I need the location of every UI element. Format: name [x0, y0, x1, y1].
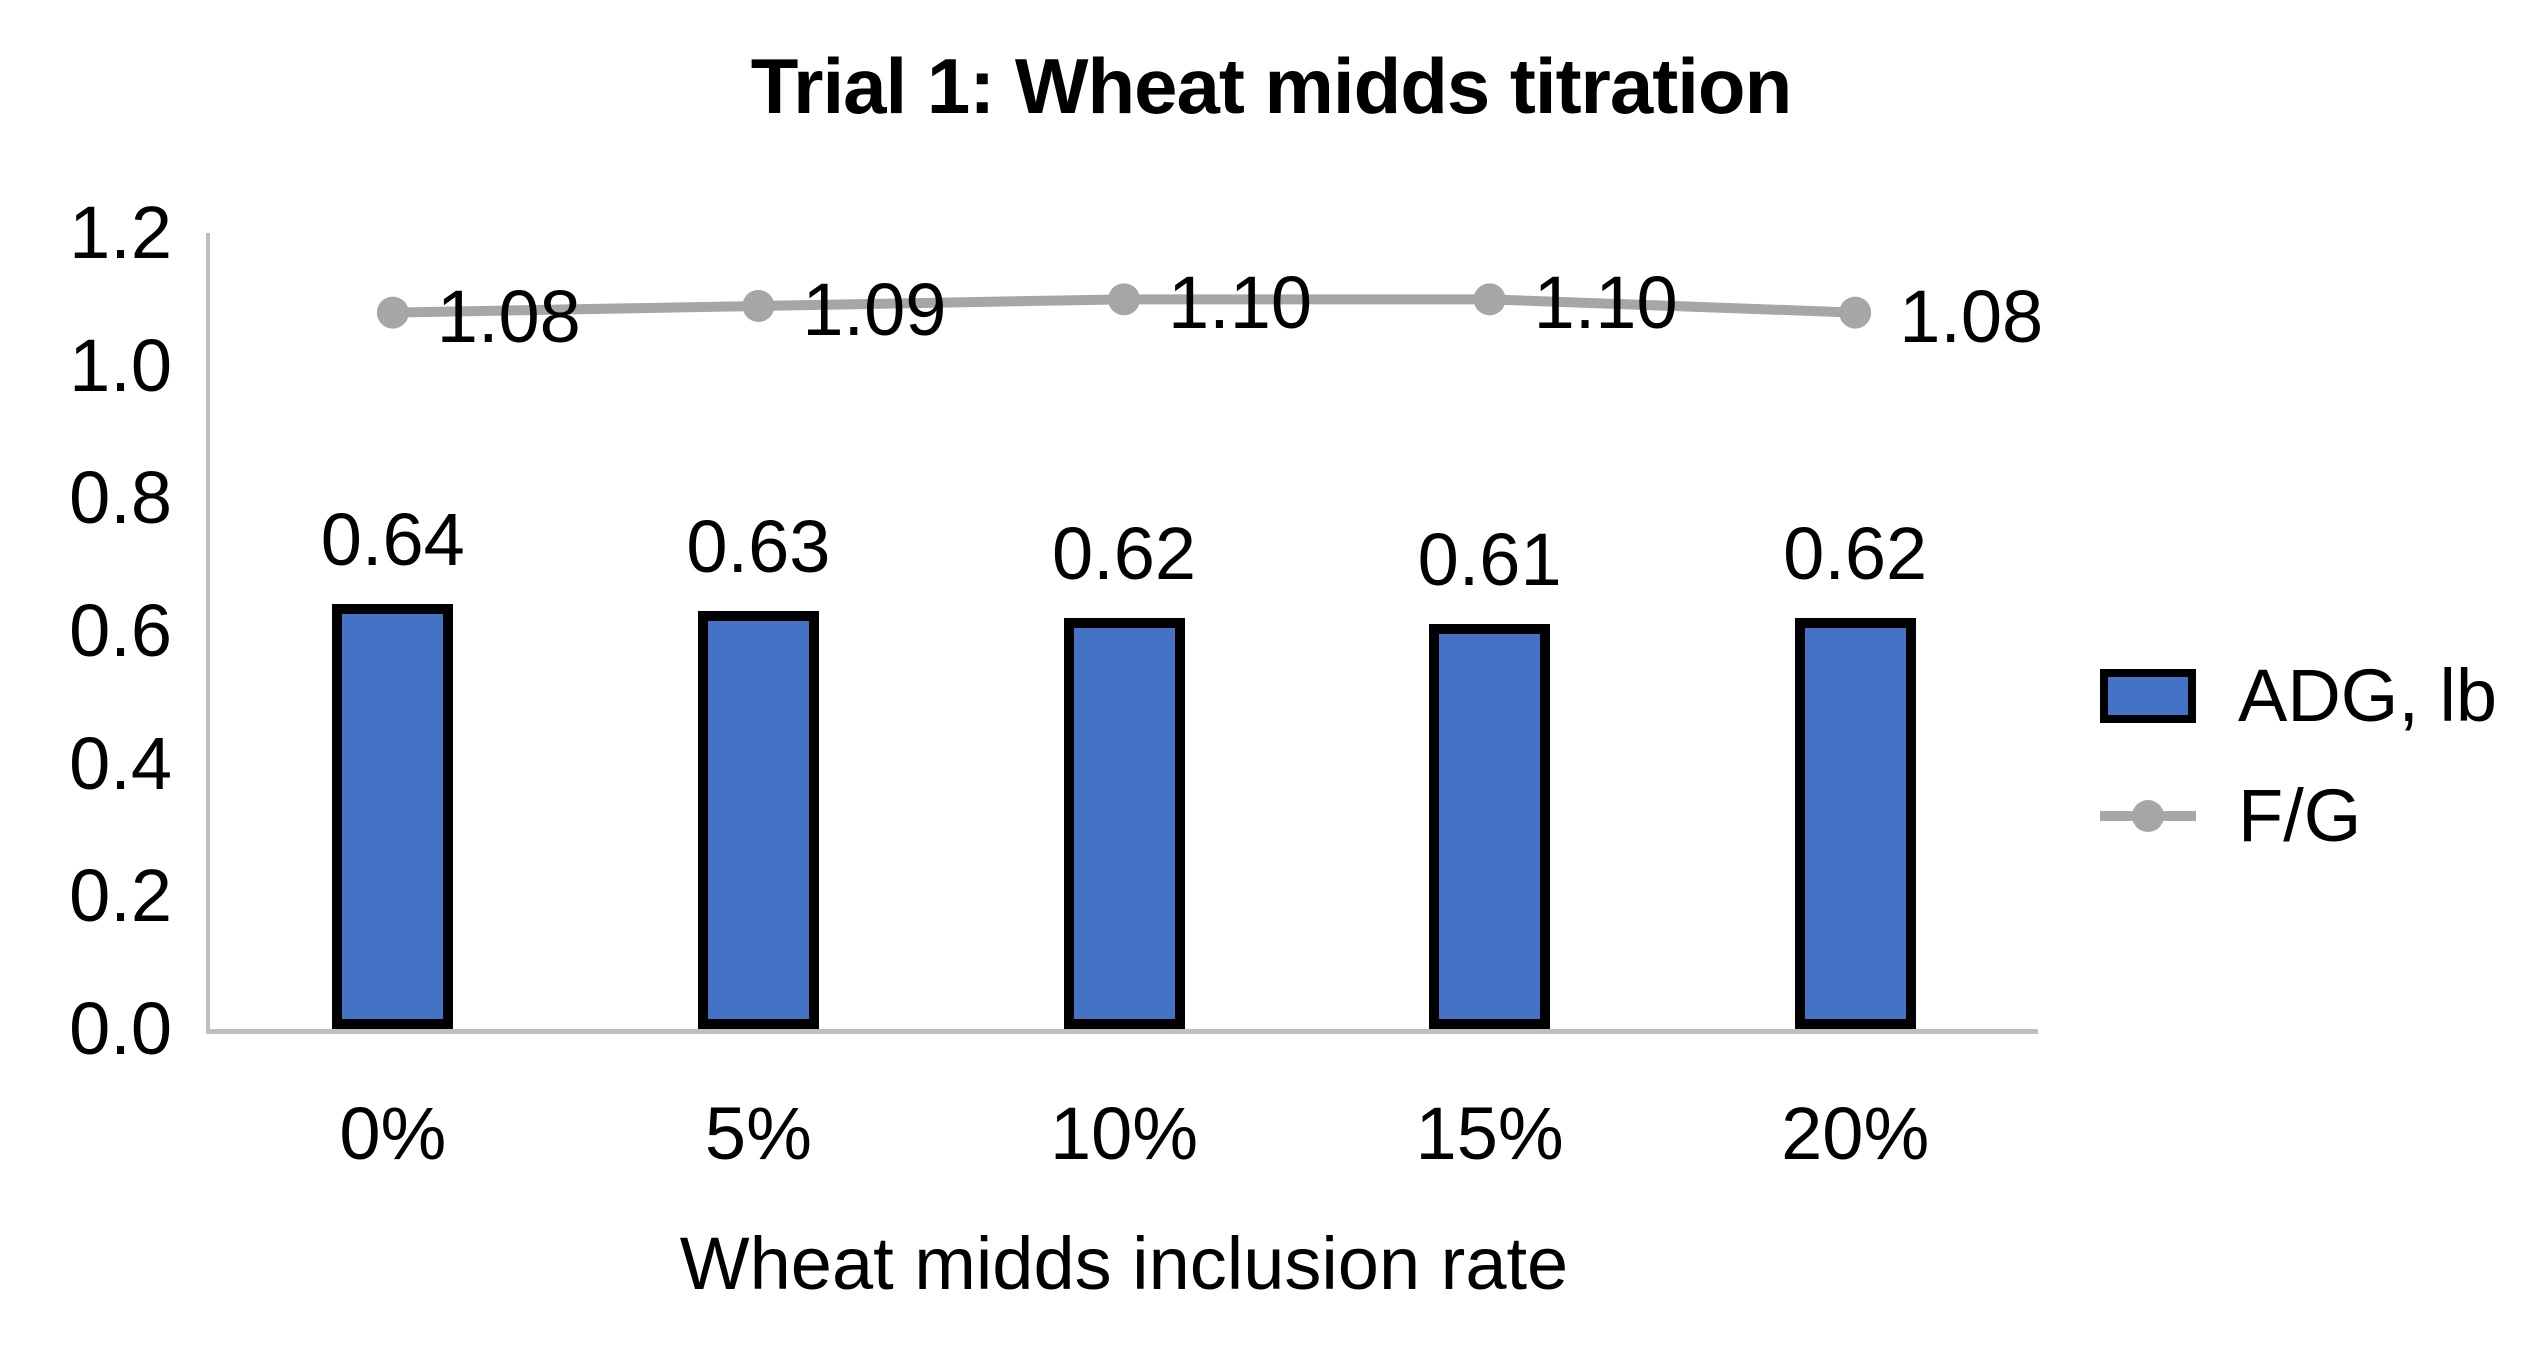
fg-value-label: 1.08 — [1899, 274, 2044, 358]
fg-point-marker — [1108, 283, 1140, 316]
legend-label-adg: ADG, lb — [2238, 654, 2498, 737]
legend-label-fg: F/G — [2238, 774, 2362, 857]
legend-line-swatch — [2100, 800, 2196, 832]
legend-line-marker — [2132, 800, 2164, 832]
legend-bar-swatch — [2100, 669, 2196, 723]
bar-value-label: 0.64 — [320, 498, 465, 582]
bar — [1063, 617, 1185, 1029]
legend: ADG, lb F/G — [2100, 656, 2497, 856]
bar — [1794, 617, 1916, 1029]
fg-value-label: 1.10 — [1168, 261, 1313, 345]
y-axis-tick-label: 0.0 — [69, 987, 172, 1070]
fg-value-label: 1.08 — [436, 274, 581, 358]
bar — [1429, 624, 1551, 1029]
x-axis-tick-label: 15% — [1415, 1092, 1564, 1175]
fg-point-marker — [376, 296, 409, 329]
bar-value-label: 0.63 — [686, 505, 831, 589]
x-axis-tick-label: 5% — [704, 1092, 812, 1175]
legend-item-fg: F/G — [2100, 776, 2497, 856]
fg-point-marker — [1839, 296, 1872, 329]
x-axis-tick-label: 0% — [339, 1092, 447, 1175]
bar — [697, 611, 819, 1029]
y-axis-tick-label: 0.4 — [69, 721, 172, 805]
y-axis-tick-label: 1.0 — [69, 323, 172, 407]
bar-value-label: 0.62 — [1783, 511, 1928, 595]
bar-value-label: 0.62 — [1051, 511, 1197, 595]
x-axis-tick-label: 20% — [1781, 1092, 1930, 1175]
x-axis-tick-label: 10% — [1049, 1092, 1199, 1175]
y-axis-tick-label: 0.8 — [69, 456, 172, 540]
legend-item-adg: ADG, lb — [2100, 656, 2497, 736]
x-axis-line — [206, 1029, 2038, 1034]
bar — [332, 604, 454, 1029]
y-axis-line — [206, 233, 210, 1034]
bar-value-label: 0.61 — [1417, 518, 1562, 602]
y-axis-tick-label: 0.2 — [69, 854, 172, 938]
y-axis-tick-label: 0.6 — [69, 589, 172, 672]
fg-point-marker — [1473, 283, 1506, 316]
fg-point-marker — [742, 289, 775, 322]
chart-title: Trial 1: Wheat midds titration — [750, 42, 1792, 130]
fg-value-label: 1.09 — [802, 267, 947, 351]
x-axis-title: Wheat midds inclusion rate — [679, 1222, 1569, 1305]
y-axis-tick-label: 1.2 — [69, 191, 172, 274]
fg-value-label: 1.10 — [1533, 261, 1678, 345]
